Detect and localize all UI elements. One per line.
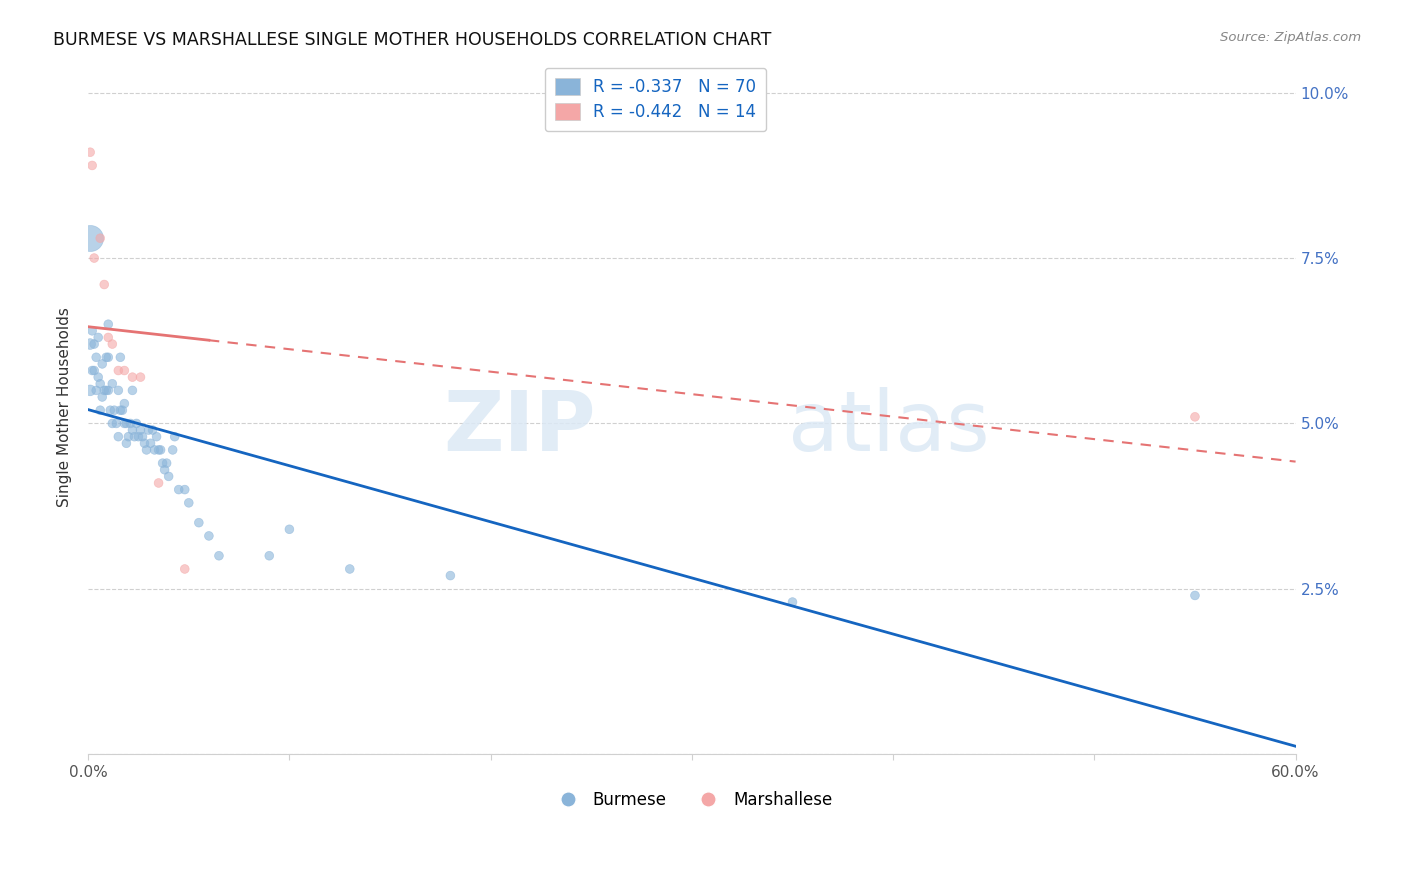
Point <box>110 403 132 417</box>
Point <box>91 390 114 404</box>
Point <box>93 277 115 292</box>
Text: ZIP: ZIP <box>443 387 595 468</box>
Point <box>124 430 146 444</box>
Point <box>208 549 231 563</box>
Point <box>79 384 101 398</box>
Point <box>79 337 101 351</box>
Point <box>134 436 156 450</box>
Point <box>89 231 111 245</box>
Point <box>141 423 163 437</box>
Point <box>112 363 135 377</box>
Point <box>115 436 138 450</box>
Point <box>84 384 107 398</box>
Point <box>135 442 157 457</box>
Text: BURMESE VS MARSHALLESE SINGLE MOTHER HOUSEHOLDS CORRELATION CHART: BURMESE VS MARSHALLESE SINGLE MOTHER HOU… <box>53 31 772 49</box>
Point <box>127 430 149 444</box>
Point <box>187 516 209 530</box>
Point <box>101 417 124 431</box>
Point <box>112 417 135 431</box>
Point <box>97 317 120 331</box>
Point <box>1184 589 1206 603</box>
Point <box>173 562 195 576</box>
Point <box>278 522 301 536</box>
Point <box>162 442 184 457</box>
Point <box>89 376 111 391</box>
Point <box>259 549 281 563</box>
Point <box>79 231 101 245</box>
Point <box>82 324 104 338</box>
Point <box>782 595 804 609</box>
Point <box>1184 409 1206 424</box>
Point <box>163 430 186 444</box>
Point <box>339 562 361 576</box>
Point <box>107 363 129 377</box>
Point <box>198 529 221 543</box>
Point <box>143 442 166 457</box>
Point <box>167 483 190 497</box>
Point <box>139 436 162 450</box>
Point <box>97 351 120 365</box>
Point <box>145 430 167 444</box>
Point <box>111 403 134 417</box>
Legend: Burmese, Marshallese: Burmese, Marshallese <box>544 784 839 815</box>
Text: Source: ZipAtlas.com: Source: ZipAtlas.com <box>1220 31 1361 45</box>
Point <box>96 351 118 365</box>
Point <box>117 430 139 444</box>
Point <box>101 376 124 391</box>
Point <box>107 430 129 444</box>
Point <box>96 384 118 398</box>
Point <box>148 442 170 457</box>
Point <box>83 251 105 265</box>
Point <box>101 337 124 351</box>
Point <box>138 423 160 437</box>
Point <box>91 357 114 371</box>
Point <box>110 351 132 365</box>
Point <box>107 384 129 398</box>
Point <box>82 363 104 377</box>
Point <box>87 370 110 384</box>
Point <box>93 384 115 398</box>
Point <box>149 442 172 457</box>
Point <box>105 417 128 431</box>
Point <box>121 384 143 398</box>
Point <box>97 330 120 344</box>
Point <box>156 456 179 470</box>
Point <box>173 483 195 497</box>
Point <box>157 469 180 483</box>
Point <box>82 158 104 172</box>
Point <box>112 396 135 410</box>
Point <box>98 403 121 417</box>
Point <box>83 337 105 351</box>
Y-axis label: Single Mother Households: Single Mother Households <box>58 307 72 507</box>
Point <box>121 370 143 384</box>
Point <box>97 384 120 398</box>
Point <box>439 568 461 582</box>
Point <box>87 330 110 344</box>
Point <box>79 145 101 160</box>
Point <box>148 475 170 490</box>
Point <box>121 423 143 437</box>
Point <box>152 456 174 470</box>
Point <box>129 370 152 384</box>
Point <box>103 403 125 417</box>
Point <box>129 423 152 437</box>
Point <box>89 403 111 417</box>
Point <box>153 463 176 477</box>
Point <box>84 351 107 365</box>
Point <box>125 417 148 431</box>
Point <box>131 430 153 444</box>
Point <box>177 496 200 510</box>
Text: atlas: atlas <box>789 387 990 468</box>
Point <box>115 417 138 431</box>
Point <box>83 363 105 377</box>
Point <box>120 417 142 431</box>
